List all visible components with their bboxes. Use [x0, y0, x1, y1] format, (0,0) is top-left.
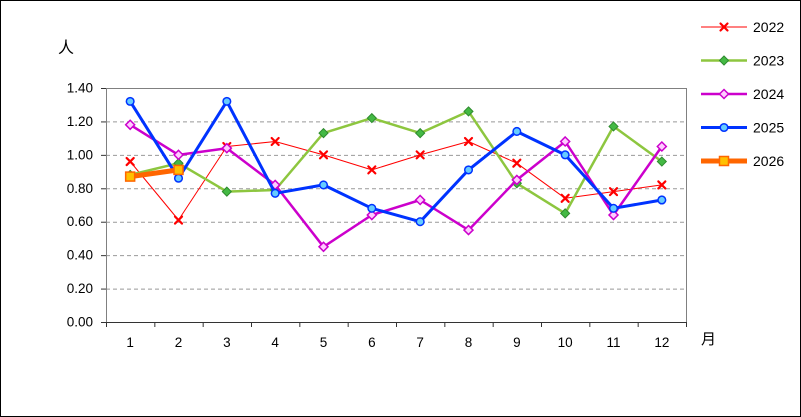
- marker-open-diamond: [124, 119, 136, 131]
- marker-x: [318, 150, 329, 160]
- y-tick-label: 0.20: [67, 281, 93, 296]
- marker-diamond: [366, 112, 378, 124]
- legend-item-2023: 2023: [701, 53, 784, 69]
- y-tick-label: 0.80: [67, 181, 93, 196]
- marker-open-diamond: [511, 174, 523, 186]
- marker-x: [608, 187, 619, 197]
- y-tick-label: 1.20: [67, 114, 93, 129]
- marker-circle: [608, 203, 619, 213]
- marker-open-diamond: [414, 194, 426, 206]
- marker-diamond: [608, 121, 619, 132]
- marker-x: [512, 158, 522, 168]
- marker-circle: [657, 195, 667, 205]
- x-tick-label: 7: [416, 335, 424, 350]
- legend-label-2022: 2022: [753, 19, 784, 35]
- marker-open-diamond: [607, 209, 620, 221]
- x-tick-label: 2: [175, 335, 183, 350]
- marker-square: [124, 171, 136, 182]
- x-tick-label: 3: [223, 335, 231, 350]
- y-axis-unit-label: 人: [58, 40, 75, 57]
- marker-x: [415, 150, 425, 160]
- x-tick-label: 4: [271, 335, 279, 350]
- marker-diamond: [414, 127, 426, 139]
- marker-circle: [512, 126, 522, 137]
- legend: 2022 2023 2024 2025 2026: [701, 19, 784, 169]
- marker-open-diamond: [718, 88, 730, 100]
- marker-circle: [560, 150, 570, 160]
- legend-label-2023: 2023: [753, 53, 784, 69]
- marker-diamond: [656, 156, 668, 167]
- marker-circle: [318, 180, 329, 190]
- x-axis-unit-label: 月: [701, 331, 717, 348]
- series-line-2023: [128, 110, 664, 215]
- series-2023: [124, 106, 668, 219]
- series-2025: [125, 96, 667, 227]
- marker-open-diamond: [172, 149, 185, 161]
- x-tick-label: 12: [654, 335, 669, 350]
- marker-circle: [415, 217, 425, 227]
- marker-open-diamond: [462, 224, 475, 236]
- y-tick-label: 1.40: [67, 81, 93, 96]
- legend-label-2026: 2026: [753, 153, 784, 169]
- legend-label-2025: 2025: [753, 120, 784, 136]
- marker-x: [367, 165, 377, 175]
- marker-x: [560, 193, 570, 203]
- y-tick-label: 0.40: [67, 248, 93, 263]
- marker-open-diamond: [366, 209, 378, 221]
- marker-diamond: [221, 186, 233, 197]
- legend-item-2024: 2024: [701, 86, 784, 102]
- series-line-2025: [128, 99, 664, 224]
- series-2026: [124, 164, 184, 182]
- marker-circle: [719, 122, 729, 133]
- marker-square: [173, 164, 184, 176]
- x-axis-labels: 1 2 3 4 5 6 7 8 9 10 11 12: [126, 335, 669, 350]
- marker-open-diamond: [221, 142, 233, 154]
- x-tick-label: 9: [513, 335, 521, 350]
- x-tick-label: 1: [126, 335, 134, 350]
- marker-diamond: [718, 55, 730, 66]
- marker-open-diamond: [559, 135, 571, 148]
- y-tick-label: 0.60: [67, 214, 93, 229]
- gridlines: [106, 121, 686, 290]
- series-line-2024: [128, 123, 664, 249]
- marker-circle: [125, 96, 135, 106]
- marker-circle: [173, 173, 184, 183]
- y-tick-label: 1.00: [67, 147, 93, 162]
- y-axis-labels: 1.40 1.20 1.00 0.80 0.60 0.40 0.20 0.00: [67, 81, 93, 330]
- series-2024: [124, 119, 668, 253]
- legend-item-2026: 2026: [701, 153, 784, 169]
- marker-x: [270, 136, 280, 147]
- marker-diamond: [318, 127, 329, 139]
- x-tick-label: 11: [606, 335, 620, 350]
- marker-open-diamond: [656, 140, 668, 153]
- marker-diamond: [559, 208, 571, 219]
- y-tick-label: 0.00: [67, 315, 93, 330]
- legend-item-2025: 2025: [701, 120, 784, 136]
- x-tick-label: 10: [558, 335, 573, 350]
- legend-item-2022: 2022: [701, 19, 784, 35]
- marker-open-diamond: [317, 241, 330, 253]
- legend-label-2024: 2024: [753, 86, 784, 102]
- marker-x: [719, 22, 729, 32]
- series-line-2026: [127, 167, 181, 180]
- marker-circle: [367, 203, 377, 213]
- axes: [101, 88, 687, 327]
- marker-x: [125, 156, 135, 167]
- marker-square: [718, 155, 730, 167]
- marker-diamond: [463, 106, 474, 117]
- x-tick-label: 5: [320, 335, 328, 350]
- x-tick-label: 8: [465, 335, 473, 350]
- plot-area-border: [106, 88, 687, 323]
- marker-x: [657, 180, 667, 190]
- marker-x: [173, 215, 184, 225]
- x-tick-label: 6: [368, 335, 376, 350]
- marker-circle: [222, 96, 232, 106]
- marker-circle: [463, 165, 474, 175]
- marker-circle: [270, 188, 280, 198]
- marker-x: [463, 136, 474, 147]
